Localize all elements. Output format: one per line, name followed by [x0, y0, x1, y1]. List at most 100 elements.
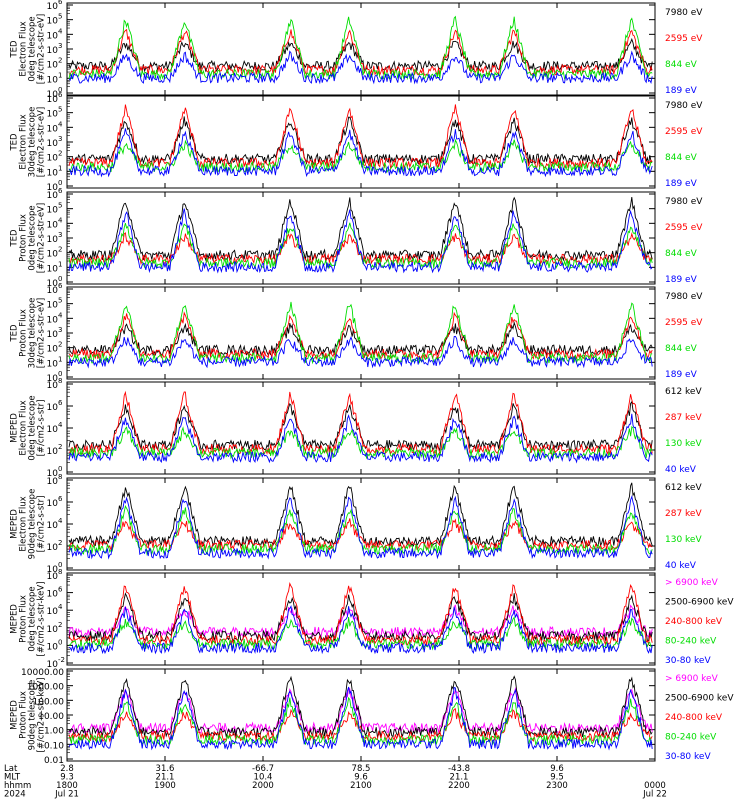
y-tick-exponent: 5 — [58, 202, 62, 210]
x-axis-annotation: Lat 2.8 31.6 -66.7 78.5 -43.8 9.6 MLT 9.3 21.1 10.… — [4, 764, 667, 800]
y-tick-exponent: 0 — [58, 370, 62, 378]
y-tick-label: 10 — [47, 660, 59, 670]
legend-entry: > 6900 keV — [665, 674, 719, 684]
legend-entry: 130 keV — [665, 535, 702, 545]
trace-group — [68, 482, 653, 560]
y-tick-label: 10 — [47, 469, 59, 479]
y-tick-exponent: 2 — [58, 443, 62, 451]
legend-entry: 2500-6900 keV — [665, 694, 734, 704]
series-trace — [68, 696, 653, 747]
x-row-header: 2024 — [4, 790, 26, 800]
legend-entry: 80-240 keV — [665, 637, 717, 647]
x-row-header: hhmm — [4, 781, 31, 791]
y-tick-exponent: 1 — [58, 164, 62, 172]
trace-group — [68, 675, 653, 751]
series-trace — [68, 15, 653, 81]
y-axis-label-line: MEPED — [10, 604, 20, 634]
y-axis-label-line: Proton Flux — [19, 309, 29, 357]
x-row-value: 2100 — [350, 781, 372, 791]
panel-frame — [66, 381, 656, 475]
y-tick-exponent: -2 — [58, 656, 65, 664]
series-trace — [68, 222, 653, 270]
series-trace — [68, 196, 653, 262]
series-trace — [68, 581, 653, 647]
x-row-value: 2200 — [448, 781, 470, 791]
series-trace — [68, 138, 653, 174]
y-tick-label: 10 — [47, 235, 59, 245]
legend-entry: 844 eV — [665, 60, 698, 70]
y-tick-label: 10 — [47, 31, 59, 41]
series-trace — [68, 335, 653, 369]
y-tick-exponent: 4 — [58, 517, 63, 525]
x-row-value: 21.1 — [156, 773, 175, 783]
y-tick-label: 10 — [47, 191, 59, 201]
y-tick-label: 10 — [47, 625, 59, 635]
y-tick-label: 1000.00 — [27, 683, 64, 693]
y-tick-label: 10 — [47, 642, 59, 652]
y-tick-exponent: 6 — [58, 399, 63, 407]
legend-entry: 7980 eV — [665, 101, 703, 111]
y-tick-label: 10000.00 — [21, 668, 64, 678]
y-tick-exponent: 1 — [58, 260, 62, 268]
x-row-value: 31.6 — [156, 764, 175, 774]
series-trace — [68, 686, 653, 751]
y-axis-label-line: [#/cm2-s-str-eV] — [37, 14, 47, 84]
y-tick-label: 10 — [47, 572, 59, 582]
trace-group — [68, 581, 653, 655]
y-tick-label: 10 — [47, 425, 59, 435]
y-axis-label-line: MEPED — [10, 509, 20, 539]
y-axis-label-line: 0deg telescope — [28, 16, 38, 81]
y-tick-exponent: 3 — [58, 231, 62, 239]
y-tick-label: 10 — [47, 17, 59, 27]
legend-entry: 287 keV — [665, 509, 702, 519]
legend-entry: 30-80 keV — [665, 656, 711, 666]
y-tick-exponent: 0 — [58, 465, 62, 473]
y-tick-label: 10 — [47, 477, 59, 487]
y-tick-exponent: 3 — [58, 135, 62, 143]
y-tick-label: 10 — [47, 220, 59, 230]
y-tick-exponent: 0 — [58, 275, 62, 283]
legend-entry: 2500-6900 keV — [665, 598, 734, 608]
y-tick-exponent: 2 — [58, 539, 62, 547]
y-tick-exponent: 8 — [58, 377, 62, 385]
y-tick-exponent: 2 — [58, 57, 62, 65]
y-axis-label-line: [#/cm2-s-str-eV] — [37, 298, 47, 368]
legend-entry: 40 keV — [665, 561, 697, 571]
x-row-value: 9.6 — [354, 773, 368, 783]
panel-8: 0.01 0.10 1.00 10.00 100.00 1000.00 10000.00 ME… — [10, 668, 735, 766]
y-axis-label-line: TED — [10, 40, 20, 59]
series-trace — [68, 482, 653, 548]
y-tick-label: 10 — [47, 381, 59, 391]
x-row-value: -43.8 — [448, 764, 470, 774]
y-axis-label-line: Proton Flux — [19, 214, 29, 262]
y-tick-label: 10 — [47, 301, 59, 311]
x-row-value: 78.5 — [352, 764, 371, 774]
y-tick-label: 1.00 — [44, 727, 64, 737]
y-tick-label: 10 — [47, 264, 59, 274]
y-tick-exponent: 6 — [58, 586, 63, 594]
y-tick-label: 10 — [47, 403, 59, 413]
y-axis-label-line: Proton Flux — [19, 691, 29, 739]
legend-entry: 240-800 keV — [665, 617, 723, 627]
series-trace — [68, 37, 653, 73]
y-tick-exponent: 6 — [58, 495, 63, 503]
y-tick-exponent: 2 — [58, 246, 62, 254]
y-tick-exponent: 4 — [58, 421, 63, 429]
legend-entry: 7980 eV — [665, 292, 703, 302]
x-row-value: 1800 — [56, 781, 78, 791]
x-row-value: 21.1 — [450, 773, 469, 783]
trace-group — [68, 104, 653, 178]
y-axis-label-line: [#/cm2-s-str-keV] — [37, 678, 47, 753]
y-axis-label-line: Proton Flux — [19, 595, 29, 643]
y-tick-exponent: 6 — [58, 282, 63, 290]
legend-entry: 2595 eV — [665, 318, 703, 328]
y-tick-exponent: 2 — [58, 150, 62, 158]
y-tick-label: 10 — [47, 46, 59, 56]
y-axis-label-line: MEPED — [10, 413, 20, 443]
series-trace — [68, 400, 653, 452]
